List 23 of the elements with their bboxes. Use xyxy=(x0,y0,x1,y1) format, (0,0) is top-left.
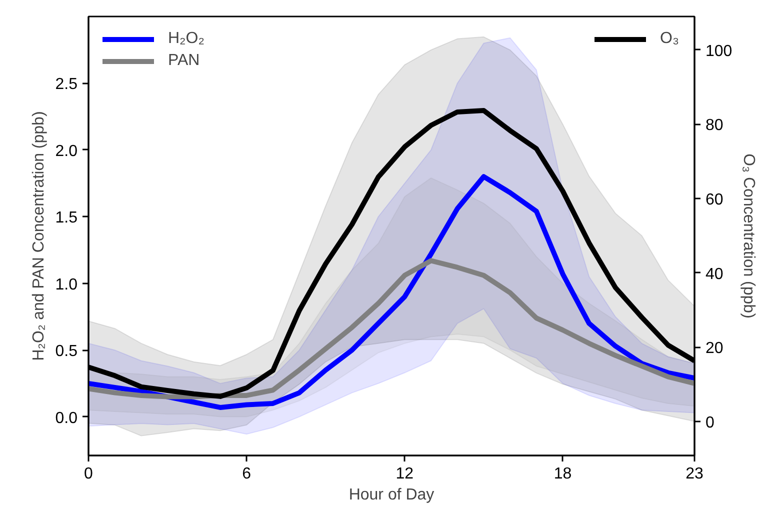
y2-tick-label: 40 xyxy=(706,266,724,283)
x-axis-title: Hour of Day xyxy=(348,486,434,504)
y-tick-label: 2.5 xyxy=(55,76,78,94)
x-tick-label: 18 xyxy=(554,466,572,482)
legend-label: H₂O₂ xyxy=(168,30,204,48)
y-tick-label: 2.0 xyxy=(55,142,78,160)
y-tick-label: 1.0 xyxy=(55,276,78,294)
x-tick-label: 0 xyxy=(84,466,94,482)
x-tick-label: 6 xyxy=(242,466,252,482)
y-tick-label: 0.0 xyxy=(55,410,78,427)
legend-label: PAN xyxy=(168,52,200,70)
legend-label: O₃ xyxy=(660,30,680,48)
y2-axis-title: O₃ Concentration (ppb) xyxy=(740,154,758,318)
y2-tick-label: 100 xyxy=(706,42,732,60)
y-axis-title: H₂O₂ and PAN Concentration (ppb) xyxy=(30,111,48,361)
x-tick-label: 12 xyxy=(396,466,414,482)
y2-tick-label: 60 xyxy=(706,191,724,208)
y2-tick-label: 0 xyxy=(706,414,714,432)
y2-tick-label: 80 xyxy=(706,117,724,134)
y-tick-label: 1.5 xyxy=(55,210,78,227)
y2-tick-label: 20 xyxy=(706,340,724,358)
x-tick-label: 23 xyxy=(686,466,704,482)
y-tick-label: 0.5 xyxy=(55,343,78,360)
